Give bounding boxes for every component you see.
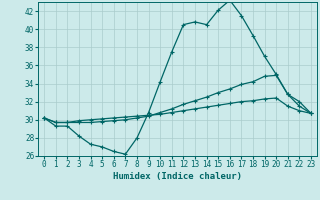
X-axis label: Humidex (Indice chaleur): Humidex (Indice chaleur) [113,172,242,181]
